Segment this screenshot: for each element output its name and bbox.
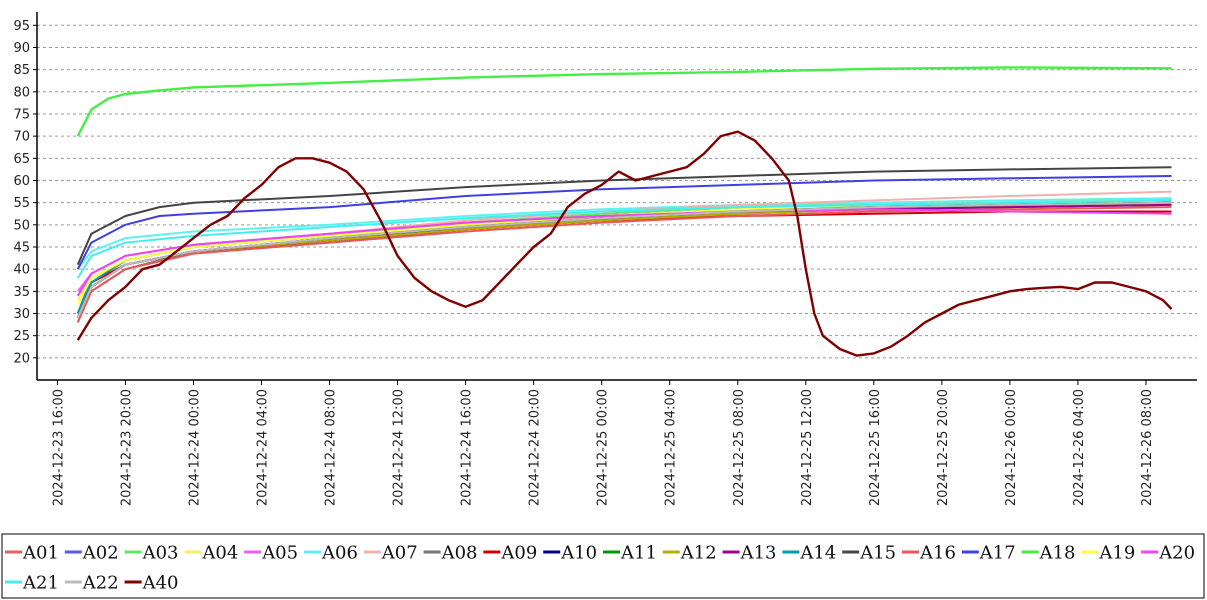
- x-tick-label: 2024-12-26 08:00: [1140, 389, 1155, 506]
- legend-label-a14: A14: [799, 543, 836, 564]
- x-tick-labels: 2024-12-23 16:00 2024-12-23 20:00 2024-12-…: [51, 380, 1155, 506]
- legend-label-a17: A17: [979, 543, 1016, 564]
- series-line-a01: [76, 203, 1172, 323]
- y-tick-label: 80: [13, 85, 30, 100]
- legend-label-a18: A18: [1039, 543, 1076, 564]
- x-tick-label: 2024-12-23 20:00: [119, 389, 134, 506]
- x-tick-label: 2024-12-23 16:00: [51, 389, 66, 506]
- y-tick-label: 40: [13, 263, 30, 278]
- x-tick-label: 2024-12-25 16:00: [868, 389, 883, 506]
- x-tick-label: 2024-12-25 00:00: [596, 389, 611, 506]
- legend-label-a07: A07: [381, 543, 418, 564]
- x-tick-label: 2024-12-24 12:00: [392, 389, 407, 506]
- legend-label-a40: A40: [142, 573, 179, 594]
- legend-label-a22: A22: [82, 573, 119, 594]
- axes: [36, 12, 1197, 381]
- legend-label-a21: A21: [22, 573, 59, 594]
- x-tick-label: 2024-12-24 04:00: [256, 389, 271, 506]
- legend-items: A01 A02 A03 A04 A05 A06 A07 A08 A09 A10 A11 A12 A13 A…: [5, 543, 1195, 594]
- series-line-a21: [76, 199, 1172, 279]
- y-tick-label: 45: [13, 240, 30, 255]
- series-line-a06: [77, 197, 1172, 270]
- series-line-a09: [76, 210, 1172, 314]
- series-line-a40: [76, 130, 1173, 357]
- x-tick-label: 2024-12-26 00:00: [1004, 389, 1019, 506]
- y-tick-label: 65: [13, 152, 30, 167]
- x-tick-label: 2024-12-25 12:00: [800, 389, 815, 506]
- y-tick-label: 85: [13, 63, 30, 78]
- legend: A01 A02 A03 A04 A05 A06 A07 A08 A09 A10 A11 A12 A13 A…: [1, 533, 1205, 599]
- grid-lines: [37, 24, 1197, 359]
- y-tick-label: 30: [13, 307, 30, 322]
- legend-label-a02: A02: [82, 543, 119, 564]
- y-tick-label: 75: [13, 107, 30, 122]
- legend-label-a08: A08: [441, 543, 478, 564]
- legend-label-a11: A11: [620, 543, 657, 564]
- x-tick-label: 2024-12-26 04:00: [1072, 389, 1087, 506]
- legend-label-a01: A01: [22, 543, 59, 564]
- legend-label-a10: A10: [560, 543, 597, 564]
- y-tick-label: 35: [13, 285, 30, 300]
- series-line-a20: [76, 208, 1172, 297]
- y-tick-label: 55: [13, 196, 30, 211]
- y-tick-label: 25: [13, 329, 30, 344]
- legend-label-a15: A15: [859, 543, 896, 564]
- legend-label-a03: A03: [142, 543, 179, 564]
- x-tick-label: 2024-12-24 00:00: [187, 389, 202, 506]
- series-line-a15: [76, 166, 1172, 266]
- y-tick-label: 95: [13, 19, 30, 34]
- x-tick-label: 2024-12-25 20:00: [936, 389, 951, 506]
- series-line-a22: [76, 201, 1172, 319]
- y-tick-label: 20: [13, 351, 30, 366]
- legend-label-a04: A04: [201, 543, 238, 564]
- series-lines: [76, 66, 1173, 357]
- legend-label-a20: A20: [1158, 543, 1195, 564]
- legend-label-a13: A13: [740, 543, 777, 564]
- x-tick-label: 2024-12-25 04:00: [664, 389, 679, 506]
- legend-label-a05: A05: [261, 543, 298, 564]
- y-tick-label: 60: [13, 174, 30, 189]
- legend-box: [1, 533, 1205, 599]
- x-tick-label: 2024-12-24 16:00: [460, 389, 475, 506]
- x-tick-label: 2024-12-24 20:00: [528, 389, 543, 506]
- series-line-a17: [76, 175, 1172, 270]
- legend-label-a09: A09: [500, 543, 537, 564]
- y-tick-label: 70: [13, 130, 30, 145]
- legend-label-a12: A12: [680, 543, 717, 564]
- x-tick-label: 2024-12-25 08:00: [732, 389, 747, 506]
- legend-label-a19: A19: [1098, 543, 1135, 564]
- y-tick-labels: 20 25 30 35 40 45 50 55 60 65 70 75 80 85 90 95: [13, 19, 37, 366]
- y-tick-label: 90: [13, 41, 30, 56]
- legend-label-a16: A16: [919, 543, 956, 564]
- legend-label-a06: A06: [321, 543, 358, 564]
- y-tick-label: 50: [13, 218, 30, 233]
- x-tick-label: 2024-12-24 08:00: [324, 389, 339, 506]
- series-line-a18: [76, 66, 1172, 137]
